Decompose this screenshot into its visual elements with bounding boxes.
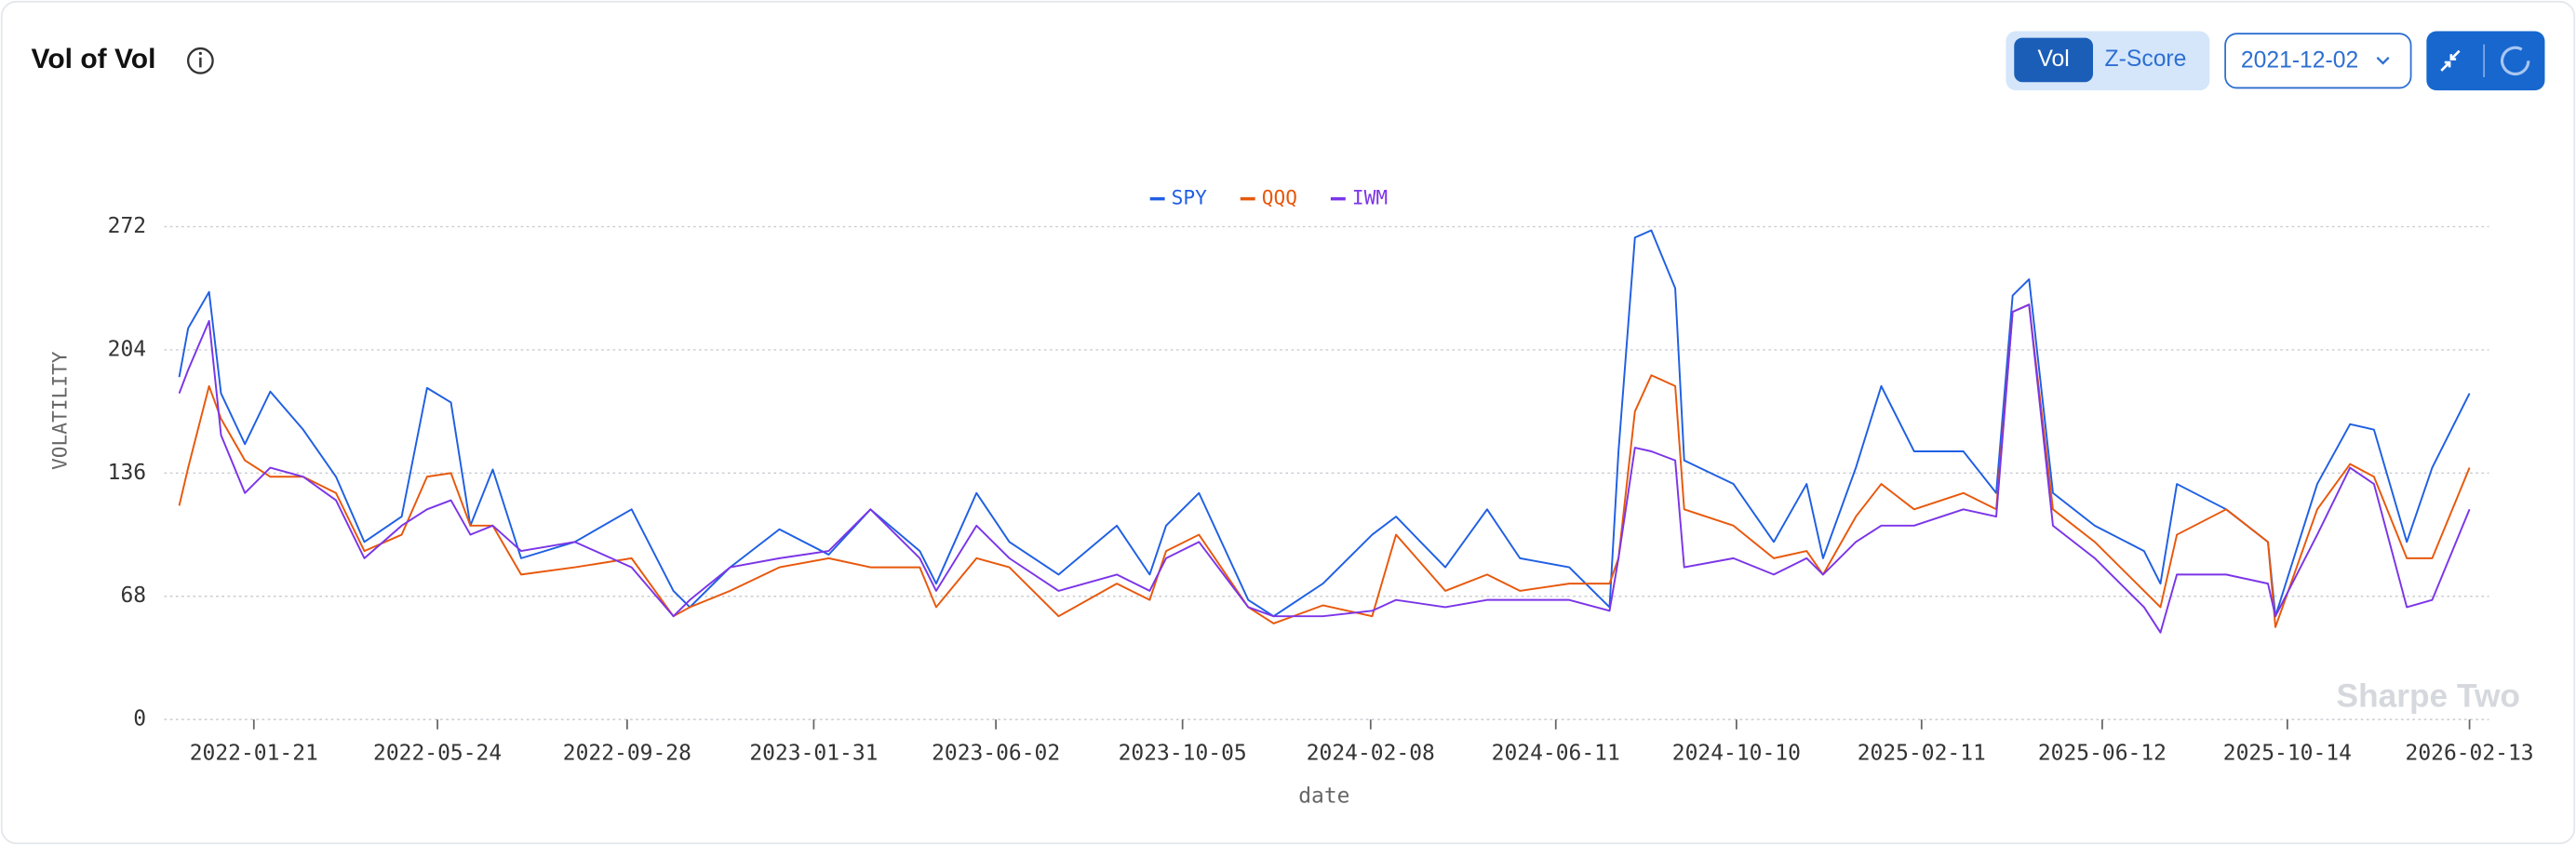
series-line xyxy=(178,303,2471,634)
x-axis-label: date xyxy=(1298,785,1349,809)
x-tick-label: 2023-01-31 xyxy=(749,742,878,766)
x-tick-label: 2024-02-08 xyxy=(1307,742,1435,766)
y-tick-label: 204 xyxy=(108,337,146,361)
legend-label: IWM xyxy=(1352,186,1388,209)
watermark: Sharpe Two xyxy=(2337,678,2520,715)
collapse-icon[interactable] xyxy=(2440,49,2461,72)
x-tick-label: 2023-06-02 xyxy=(932,742,1060,766)
x-tick-label: 2026-02-13 xyxy=(2406,742,2534,766)
info-icon[interactable] xyxy=(186,47,214,74)
date-value[interactable]: 2021-12-02 xyxy=(2241,48,2358,74)
date-dropdown[interactable] xyxy=(2224,33,2412,89)
x-tick-label: 2024-10-10 xyxy=(1672,742,1801,766)
loading-spinner xyxy=(2501,46,2530,76)
toggle-active[interactable] xyxy=(2014,37,2093,83)
x-tick-label: 2025-06-12 xyxy=(2038,742,2167,766)
series-line xyxy=(178,303,2471,628)
y-tick-label: 0 xyxy=(133,707,146,731)
x-tick-label: 2024-06-11 xyxy=(1492,742,1620,766)
x-tick-label: 2022-05-24 xyxy=(373,742,502,766)
action-button[interactable] xyxy=(2426,31,2545,91)
y-axis-label: VOLATILITY xyxy=(47,351,71,470)
dropdown-chevron xyxy=(2376,56,2390,65)
toggle-vol[interactable]: Vol xyxy=(2037,47,2069,72)
y-tick-label: 136 xyxy=(108,461,146,485)
series-line xyxy=(178,229,2471,618)
x-tick-label: 2022-01-21 xyxy=(190,742,318,766)
legend-label: QQQ xyxy=(1262,186,1297,209)
y-tick-label: 68 xyxy=(120,583,146,608)
x-tick-label: 2022-09-28 xyxy=(563,742,691,766)
y-tick-label: 272 xyxy=(108,214,146,238)
x-tick-label: 2025-02-11 xyxy=(1858,742,1986,766)
toggle-zscore[interactable]: Z-Score xyxy=(2105,47,2187,72)
x-tick-label: 2023-10-05 xyxy=(1119,742,1247,766)
x-tick-label: 2025-10-14 xyxy=(2223,742,2352,766)
card-title: Vol of Vol xyxy=(32,44,156,74)
legend-label: SPY xyxy=(1172,186,1207,209)
